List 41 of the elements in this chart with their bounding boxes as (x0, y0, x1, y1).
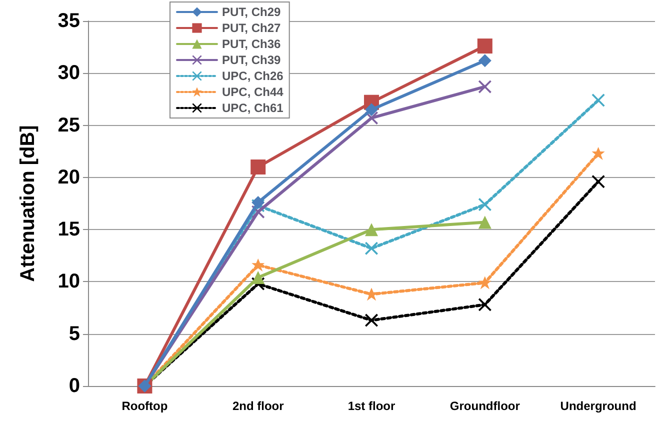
point (365, 314, 378, 327)
legend-label: PUT, Ch36 (222, 37, 282, 51)
y-tick-label: 35 (58, 10, 80, 32)
x-tick-label: Underground (560, 399, 636, 413)
y-tick-label: 20 (58, 166, 80, 188)
x-tick-label: Rooftop (122, 399, 168, 413)
y-tick-label: 10 (58, 270, 80, 293)
point (478, 216, 492, 229)
legend-label: UPC, Ch44 (222, 85, 284, 99)
y-tick-label: 15 (58, 218, 80, 241)
point (478, 80, 492, 94)
point (592, 175, 605, 188)
point (478, 298, 492, 312)
legend-label: PUT, Ch39 (222, 53, 282, 67)
x-tick-label: Groundfloor (450, 399, 520, 413)
point (365, 223, 378, 236)
point (478, 276, 492, 290)
point (365, 288, 378, 301)
y-tick-label: 0 (68, 375, 80, 397)
legend-label: UPC, Ch26 (222, 69, 284, 83)
point (365, 242, 378, 255)
point (592, 146, 605, 160)
y-tick-label: 25 (58, 114, 80, 136)
point (478, 54, 492, 68)
point (252, 196, 265, 209)
point (365, 103, 378, 116)
point (250, 160, 266, 174)
x-tick-label: 1st floor (348, 399, 396, 413)
point (252, 258, 265, 272)
legend-label: PUT, Ch29 (222, 5, 282, 19)
point (477, 38, 492, 54)
point (252, 271, 265, 284)
x-tick-label: 2nd floor (232, 399, 284, 413)
legend-label: UPC, Ch61 (222, 101, 284, 115)
y-tick-label: 5 (68, 322, 80, 345)
point (478, 198, 492, 212)
point (592, 94, 605, 107)
point (252, 205, 265, 218)
y-tick-label: 30 (58, 62, 80, 84)
y-axis-title: Attenuation [dB] (17, 125, 39, 282)
legend-label: PUT, Ch27 (222, 21, 282, 35)
